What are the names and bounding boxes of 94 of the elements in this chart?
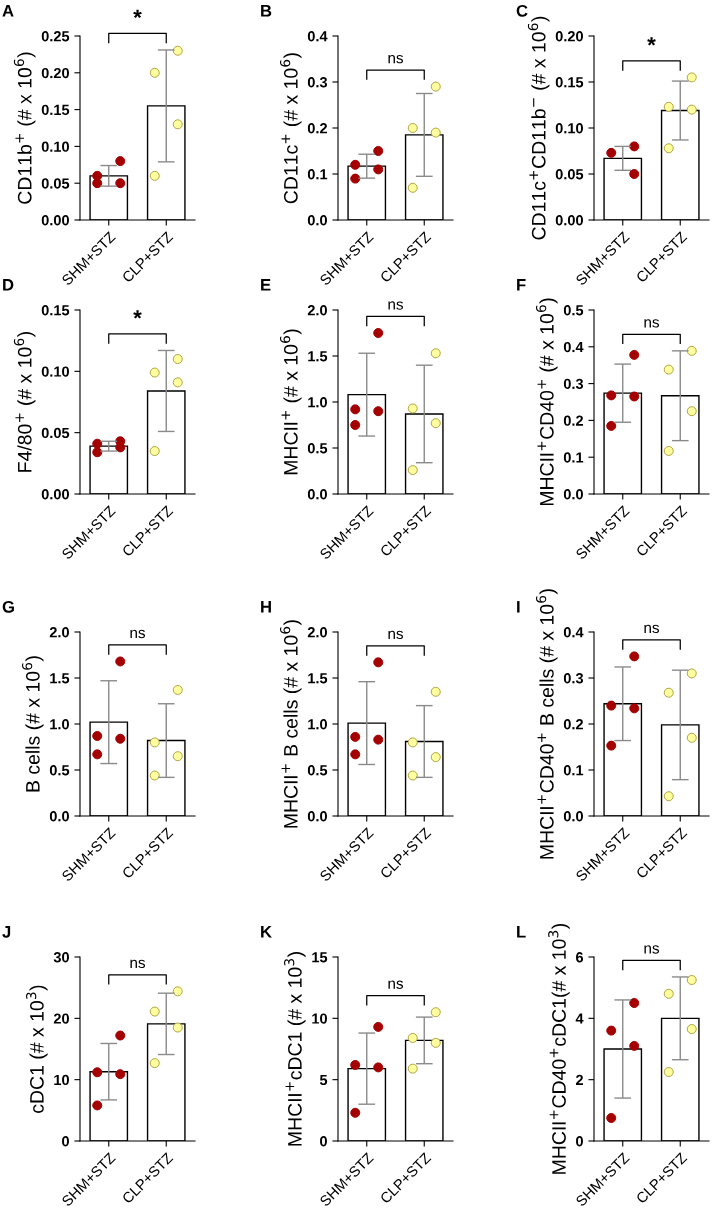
y-tick-label: 1.0 <box>308 719 327 730</box>
y-tick-label: 20 <box>53 1013 69 1024</box>
y-tick-label: 0.10 <box>41 366 69 377</box>
y-tick-label: 0.4 <box>563 341 584 353</box>
y-tick-label: 0.20 <box>555 31 583 42</box>
chart-title: G <box>2 600 14 613</box>
text: * <box>133 9 142 19</box>
y-tick-label: 0.10 <box>41 141 69 152</box>
y-tick-label: 0.0 <box>307 811 327 822</box>
annotation: * <box>133 310 142 319</box>
y-tick-label: 6 <box>576 952 584 963</box>
annotation: ns <box>388 980 404 989</box>
y-tick-label: 0.4 <box>563 627 584 638</box>
chart-title: K <box>261 926 272 938</box>
y-tick-label: 0.05 <box>41 178 70 189</box>
y-tick-label: 0.1 <box>307 169 328 180</box>
y-tick-label: 1.5 <box>308 351 328 362</box>
y-tick-label: 1.0 <box>308 397 327 408</box>
y-tick-label: 0.15 <box>41 104 70 116</box>
y-tick-label: 10 <box>54 1074 69 1086</box>
y-tick-label: 1.5 <box>308 673 328 684</box>
y-tick-label: 15 <box>312 952 328 963</box>
y-tick-label: 0.15 <box>41 305 70 316</box>
text: ns <box>388 301 404 310</box>
y-tick-label: 0.3 <box>307 77 328 88</box>
y-tick-label: 0.1 <box>563 452 584 463</box>
y-axis-title: cDC1 (# x 10$^{3}$) <box>26 985 48 1113</box>
text: ns <box>644 945 660 954</box>
y-tick-label: 0.20 <box>41 67 69 79</box>
chart-title: C <box>516 4 528 17</box>
y-tick-label: 0.4 <box>307 31 328 42</box>
y-tick-label: 0.2 <box>563 415 583 426</box>
y-axis-title: CD11b$^{+}$ (# x 10$^{6}$) <box>13 52 36 204</box>
y-tick-label: 0.0 <box>563 811 583 822</box>
y-axis-title: CD11c$^{+}$CD11b$^{−}$ (# x 10$^{6}$) <box>527 16 550 240</box>
chart-title: A <box>2 5 14 17</box>
y-tick-label: 4 <box>575 1013 584 1024</box>
y-tick-label: 0.1 <box>563 765 584 776</box>
y-tick-label: 0.10 <box>555 123 583 134</box>
y-tick-label: 1.0 <box>50 719 69 730</box>
chart-title: B <box>261 5 272 17</box>
chart-title: E <box>261 279 271 291</box>
chart-title: J <box>2 926 11 938</box>
annotation: ns <box>130 629 146 639</box>
y-tick-label: 0.3 <box>563 378 584 390</box>
annotation: * <box>647 37 656 46</box>
y-tick-label: 0.5 <box>307 765 328 776</box>
y-tick-label: 0.00 <box>555 215 583 226</box>
y-tick-label: 0 <box>62 1136 69 1147</box>
y-tick-label: 2.0 <box>307 305 327 316</box>
y-tick-label: 0.5 <box>307 443 328 454</box>
annotation: ns <box>388 54 404 64</box>
chart-title: I <box>517 601 520 613</box>
y-axis-title: MHCII$^{+}$cDC1 (# x 10$^{3}$) <box>284 952 306 1146</box>
chart-title: H <box>261 601 271 613</box>
y-tick-label: 0 <box>320 1136 327 1147</box>
chart-title: D <box>3 279 14 291</box>
y-axis-title: MHCII$^{+}$CD40$^{+}$cDC1(# x 10$^{3}$) <box>548 923 570 1174</box>
y-axis-title: MHCII$^{+}$CD40$^{+}$ (# x 10$^{6}$) <box>535 298 558 506</box>
chart-title: L <box>517 926 526 938</box>
annotation: ns <box>644 319 660 328</box>
y-tick-label: 0.5 <box>563 305 584 316</box>
y-tick-label: 30 <box>53 952 69 963</box>
y-tick-label: 0.25 <box>41 31 70 42</box>
y-tick-label: 2 <box>575 1074 583 1085</box>
y-tick-label: 0.05 <box>41 427 70 439</box>
annotation: ns <box>130 959 146 969</box>
annotation: ns <box>644 624 660 634</box>
y-tick-label: 0.5 <box>49 765 70 776</box>
annotation: ns <box>388 630 404 640</box>
y-axis-title: F4/80$^{+}$ (# x 10$^{6}$) <box>13 332 36 472</box>
y-tick-label: 0.2 <box>307 123 327 134</box>
y-tick-label: 0.0 <box>563 489 583 500</box>
y-tick-label: 0.15 <box>555 77 584 88</box>
y-tick-label: 0.3 <box>563 673 584 684</box>
y-tick-label: 0.0 <box>307 215 327 226</box>
y-axis-title: B cells (# x 10$^{6}$) <box>21 656 44 792</box>
y-axis-title: CD11c$^{+}$ (# x 10$^{6}$) <box>279 53 302 204</box>
y-tick-label: 2.0 <box>49 627 69 638</box>
y-tick-label: 0.00 <box>41 489 69 500</box>
y-tick-label: 0.0 <box>307 489 327 500</box>
y-tick-label: 0.0 <box>49 811 69 822</box>
y-tick-label: 0.00 <box>41 215 69 226</box>
y-tick-label: 0.2 <box>563 719 583 730</box>
y-tick-label: 0.05 <box>555 169 584 180</box>
y-axis-title: MHCII$^{+}$CD40$^{+}$ B cells (# x 10$^{6}$) <box>535 589 558 859</box>
y-axis-title: MHCII$^{+}$ (# x 10$^{6}$) <box>279 329 302 475</box>
y-axis-title: MHCII$^{+}$ B cells (# x 10$^{6}$) <box>279 620 302 828</box>
y-tick-label: 5 <box>319 1074 328 1086</box>
y-tick-label: 2.0 <box>307 627 327 638</box>
y-tick-label: 0 <box>576 1136 583 1147</box>
y-tick-label: 10 <box>312 1013 327 1024</box>
y-tick-label: 1.5 <box>50 673 70 684</box>
chart-title: F <box>517 279 526 291</box>
